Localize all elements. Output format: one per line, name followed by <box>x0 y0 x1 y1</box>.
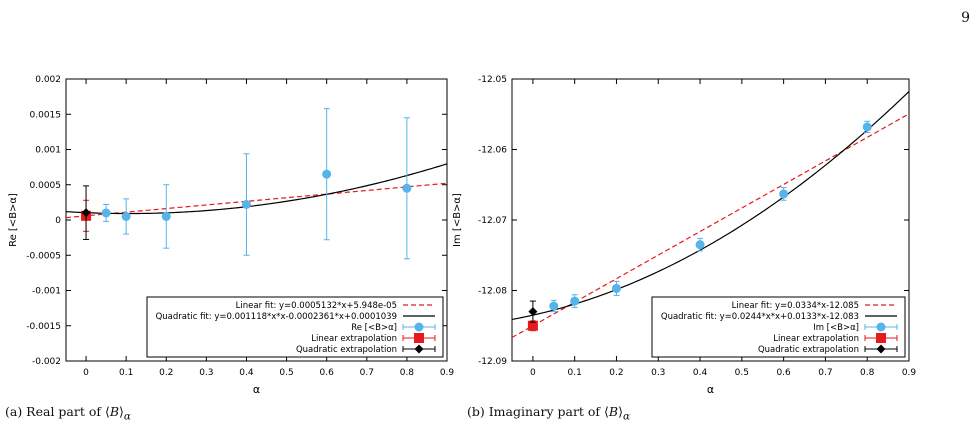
data-point <box>161 211 171 221</box>
y-tick-label: -0.0015 <box>26 322 61 332</box>
chart-imaginary-part: 0 0.1 0.2 0.3 0.4 0.5 0.6 0.7 0.8 0.9 -12.09 -12.08… <box>452 75 916 396</box>
legend-square-marker <box>414 333 424 343</box>
legend-square-marker <box>876 333 886 343</box>
caption-imag-prefix: (b) Imaginary part of ⟨ <box>467 404 609 419</box>
y-tick-label: -0.002 <box>32 357 61 367</box>
x-axis-label: α <box>707 383 714 396</box>
x-tick-label: 0.8 <box>860 368 875 378</box>
legend-label: Quadratic extrapolation <box>758 345 859 355</box>
x-tick-label: 0.3 <box>651 368 665 378</box>
caption-imag-suffix: ⟩ <box>618 404 623 419</box>
y-tick-label: -12.09 <box>478 357 507 367</box>
caption-imag-symbol: B <box>608 404 619 419</box>
x-tick-label: 0.5 <box>735 368 749 378</box>
legend-diamond-marker <box>876 344 886 354</box>
legend-box <box>651 296 906 358</box>
data-point <box>101 208 111 218</box>
linear-extrapolation-point <box>527 320 538 331</box>
y-tick-label: -0.0005 <box>26 251 61 261</box>
x-tick-label: 0.6 <box>776 368 791 378</box>
legend-label: Re [<B>α] <box>351 323 397 333</box>
x-tick-label: 0.7 <box>818 368 832 378</box>
x-tick-label: 0.6 <box>320 368 335 378</box>
y-axis-label: Re [<B>α] <box>8 193 19 247</box>
x-tick-label: 0.9 <box>440 368 455 378</box>
data-point <box>695 240 705 250</box>
y-tick-label: -12.06 <box>478 146 507 156</box>
x-tick-label: 0.1 <box>119 368 133 378</box>
legend-data-marker <box>876 322 886 332</box>
chart-real-part: 0 0.1 0.2 0.3 0.4 0.5 0.6 0.7 0.8 0.9 -0.002 -0.001… <box>8 75 454 396</box>
legend-data-marker <box>414 322 424 332</box>
legend-label: Quadratic fit: y=0.001118*x*x-0.0002361*… <box>156 312 397 322</box>
x-tick-label: 0.7 <box>360 368 374 378</box>
y-tick-label: -12.07 <box>478 216 507 226</box>
data-point <box>402 183 412 193</box>
data-point <box>241 199 251 209</box>
legend-label: Quadratic extrapolation <box>296 345 397 355</box>
quadratic-extrapolation-point <box>528 307 538 317</box>
data-point <box>549 301 559 311</box>
caption-imag-sub: α <box>623 410 631 423</box>
y-tick-label: 0.0005 <box>30 181 62 191</box>
legend-label: Linear fit: y=0.0334*x-12.085 <box>732 301 859 311</box>
x-tick-label: 0.4 <box>239 368 254 378</box>
quadratic-fit-curve <box>66 163 447 215</box>
x-axis-label: α <box>253 383 260 396</box>
caption-imag: (b) Imaginary part of ⟨B⟩α <box>467 404 630 423</box>
caption-real: (a) Real part of ⟨B⟩α <box>5 404 131 423</box>
x-tick-label: 0.1 <box>568 368 582 378</box>
page-number: 9 <box>961 10 970 26</box>
legend-label: Linear extrapolation <box>311 334 397 344</box>
caption-real-symbol: B <box>109 404 120 419</box>
x-tick-label: 0 <box>83 368 89 378</box>
x-tick-label: 0.5 <box>279 368 293 378</box>
legend-label: Im [<B>α] <box>813 323 859 333</box>
linear-fit-curve <box>66 182 447 219</box>
legend-label: Quadratic fit: y=0.0244*x*x+0.0133*x-12.… <box>661 312 859 322</box>
y-axis-label: Im [<B>α] <box>452 193 463 247</box>
data-point <box>121 211 131 221</box>
y-tick-label: -12.08 <box>478 287 507 297</box>
data-point <box>322 169 332 179</box>
x-tick-label: 0.9 <box>902 368 917 378</box>
x-tick-label: 0.8 <box>400 368 415 378</box>
legend-box <box>146 296 444 358</box>
quadratic-fit-curve <box>512 91 909 321</box>
x-tick-label: 0.2 <box>159 368 173 378</box>
y-tick-label: 0 <box>55 216 61 226</box>
x-tick-label: 0.3 <box>199 368 213 378</box>
x-tick-label: 0.2 <box>609 368 623 378</box>
quadratic-extrapolation-point <box>81 208 91 218</box>
caption-real-suffix: ⟩ <box>119 404 124 419</box>
legend-label: Linear extrapolation <box>773 334 859 344</box>
caption-real-sub: α <box>123 410 131 423</box>
y-tick-label: -0.001 <box>32 287 61 297</box>
x-tick-label: 0 <box>530 368 536 378</box>
caption-real-prefix: (a) Real part of ⟨ <box>5 404 110 419</box>
data-point <box>779 189 789 199</box>
x-tick-label: 0.4 <box>693 368 708 378</box>
data-point <box>611 283 621 293</box>
y-tick-label: 0.0015 <box>30 110 62 120</box>
legend: Linear fit: y=0.0005132*x+5.948e-05Quadr… <box>146 296 444 358</box>
y-tick-label: 0.001 <box>35 146 61 156</box>
legend-diamond-marker <box>414 344 424 354</box>
y-tick-label: -12.05 <box>478 75 507 85</box>
data-point <box>862 122 872 132</box>
y-tick-label: 0.002 <box>35 75 61 85</box>
legend-label: Linear fit: y=0.0005132*x+5.948e-05 <box>236 301 397 311</box>
fit-curves <box>66 163 447 219</box>
data-point <box>570 296 580 306</box>
